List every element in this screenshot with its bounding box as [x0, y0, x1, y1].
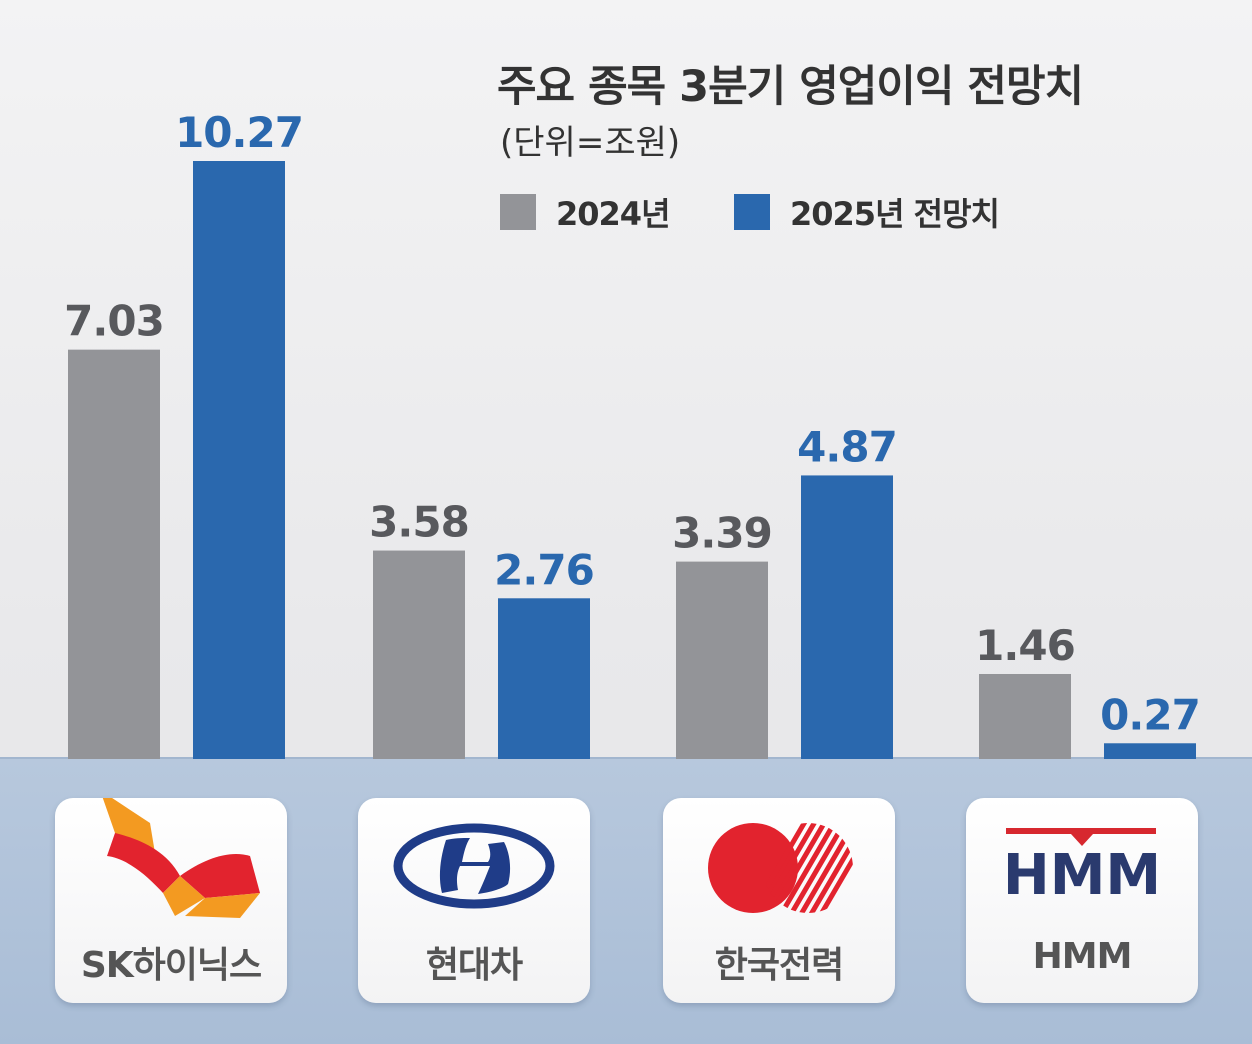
data-label-2024-3: 1.46 — [975, 621, 1075, 670]
category-label-hyundai: 현대차 — [425, 945, 523, 986]
data-label-2025-1: 2.76 — [494, 545, 594, 594]
legend-label-2025: 2025년 전망치 — [790, 195, 1000, 233]
company-card-hmm: HMM HMM — [966, 798, 1198, 1003]
hmm-logo-icon: HMM — [1003, 828, 1161, 908]
hyundai-logo-icon — [393, 823, 555, 909]
data-label-2025-3: 0.27 — [1100, 690, 1200, 739]
hmm-logo-text: HMM — [1003, 843, 1161, 908]
data-label-2024-1: 3.58 — [369, 498, 469, 547]
legend-swatch-2024 — [500, 194, 536, 230]
bar-2025-3 — [1104, 743, 1196, 759]
bar-2024-0 — [68, 349, 160, 759]
bar-2024-3 — [979, 673, 1071, 759]
chart-title: 주요 종목 3분기 영업이익 전망치 — [497, 62, 1084, 112]
sk-butterfly-logo-icon — [102, 798, 260, 918]
legend-swatch-2025 — [734, 194, 770, 230]
category-label-sk-hynix: SK하이닉스 — [80, 945, 262, 986]
legend-item-2024: 2024년 — [500, 190, 671, 234]
bar-2025-2 — [801, 475, 893, 759]
data-label-2025-0: 10.27 — [175, 108, 303, 157]
kepco-logo-icon — [708, 823, 853, 913]
bar-2024-1 — [373, 550, 465, 759]
data-label-2024-0: 7.03 — [64, 297, 164, 346]
bar-2025-0 — [193, 161, 285, 759]
bar-2025-1 — [498, 598, 590, 759]
company-card-hyundai: 현대차 — [358, 798, 590, 1003]
legend-item-2025: 2025년 전망치 — [734, 190, 1000, 234]
data-label-2025-2: 4.87 — [797, 422, 897, 471]
category-label-kepco: 한국전력 — [714, 945, 844, 986]
category-label-hmm: HMM — [1032, 936, 1133, 977]
bar-2024-2 — [676, 561, 768, 759]
legend-label-2024: 2024년 — [556, 195, 671, 233]
chart-subtitle: (단위=조원) — [500, 123, 681, 163]
company-card-sk-hynix: SK하이닉스 — [55, 798, 287, 1003]
company-card-kepco: 한국전력 — [663, 798, 895, 1003]
data-label-2024-2: 3.39 — [672, 509, 772, 558]
